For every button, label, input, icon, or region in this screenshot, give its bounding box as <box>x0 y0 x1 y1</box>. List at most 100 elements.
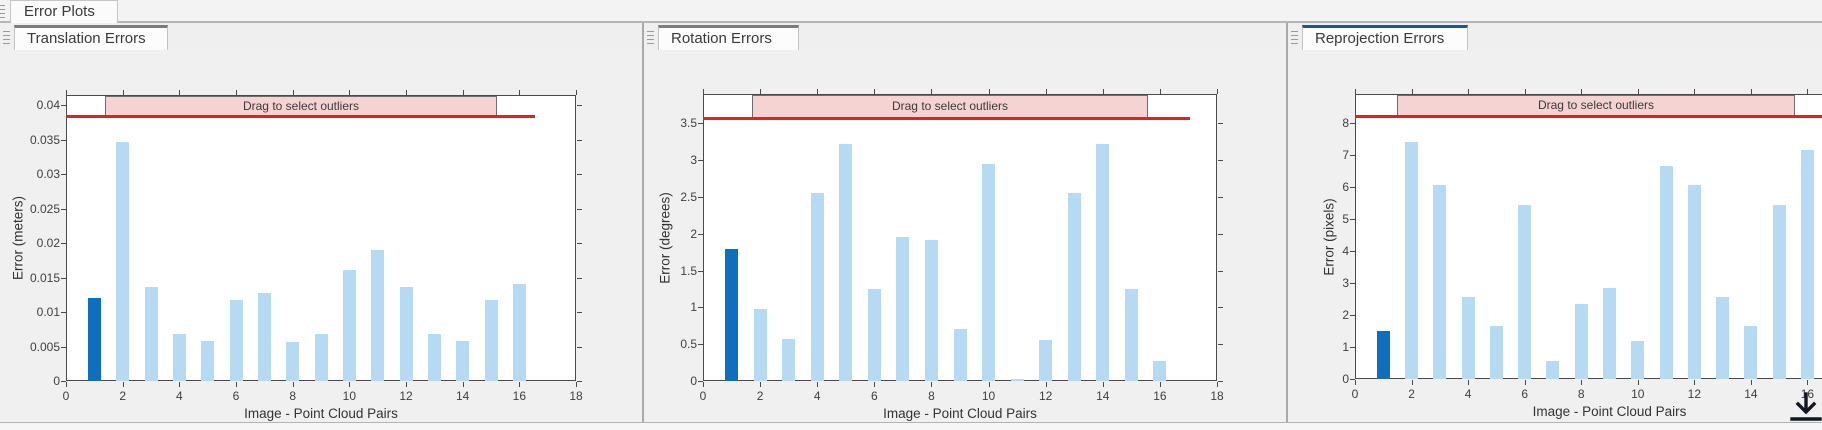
x-tick-label: 8 <box>1577 387 1585 401</box>
error-bar[interactable] <box>1461 297 1475 379</box>
outlier-band-label: Drag to select outliers <box>242 99 360 113</box>
y-axis-tick <box>1218 270 1223 272</box>
error-bar[interactable] <box>1405 142 1419 379</box>
x-axis-tick <box>1355 380 1356 385</box>
error-bar[interactable] <box>867 289 881 381</box>
error-bar[interactable] <box>924 240 938 381</box>
y-axis-tick <box>1350 186 1355 188</box>
x-axis-tick <box>874 89 876 94</box>
x-tick-label: 4 <box>1464 387 1472 401</box>
error-bar[interactable] <box>512 284 526 381</box>
x-axis-tick <box>1694 380 1696 385</box>
error-bar[interactable] <box>896 237 910 381</box>
x-tick-label: 16 <box>1153 389 1167 403</box>
drag-grip-icon[interactable] <box>1291 31 1298 44</box>
outlier-threshold-line[interactable] <box>66 115 535 118</box>
y-tick-label: 0.005 <box>29 339 60 354</box>
tab-translation-errors[interactable]: Translation Errors <box>14 25 168 50</box>
x-tick-label: 4 <box>813 389 821 403</box>
panel-divider[interactable] <box>642 23 644 423</box>
error-bar[interactable] <box>201 341 215 381</box>
error-bar[interactable] <box>1631 341 1645 379</box>
error-bar[interactable] <box>399 287 413 381</box>
y-tick-label: 4 <box>1342 243 1349 258</box>
error-bar[interactable] <box>1546 361 1560 379</box>
x-axis-tick <box>1159 89 1161 94</box>
y-tick-label: 1 <box>690 300 697 315</box>
x-tick-label: 12 <box>1687 387 1702 401</box>
x-axis-tick <box>1750 380 1752 385</box>
error-bar[interactable] <box>484 300 498 381</box>
error-bar[interactable] <box>753 309 767 381</box>
y-tick-label: 0 <box>1342 372 1349 386</box>
error-bar-selected[interactable] <box>725 249 739 381</box>
outlier-selection-band[interactable]: Drag to select outliers <box>1397 95 1795 116</box>
x-axis-tick <box>1581 89 1583 94</box>
error-bar[interactable] <box>1433 185 1447 379</box>
outlier-selection-band[interactable]: Drag to select outliers <box>752 95 1148 118</box>
error-bar[interactable] <box>456 341 470 381</box>
error-bar[interactable] <box>371 250 385 381</box>
drag-grip-icon[interactable] <box>0 5 5 18</box>
outlier-threshold-line[interactable] <box>703 117 1190 120</box>
x-axis-tick <box>1750 89 1752 94</box>
y-axis-tick <box>1350 314 1355 316</box>
error-bar[interactable] <box>953 329 967 381</box>
error-bar-selected[interactable] <box>1376 331 1390 379</box>
y-axis-tick <box>698 344 703 346</box>
error-bar[interactable] <box>427 334 441 381</box>
error-bar[interactable] <box>116 142 130 381</box>
error-bar[interactable] <box>1518 205 1532 379</box>
error-bar[interactable] <box>229 300 243 381</box>
y-tick-label: 1.5 <box>680 263 697 278</box>
download-icon[interactable] <box>1787 392 1822 430</box>
drag-grip-icon[interactable] <box>3 31 10 44</box>
tab-rotation-errors[interactable]: Rotation Errors <box>658 25 799 50</box>
error-bar[interactable] <box>144 287 158 381</box>
error-bar[interactable] <box>982 164 996 381</box>
error-bar[interactable] <box>314 334 328 381</box>
error-bar[interactable] <box>1067 193 1081 381</box>
y-axis-tick <box>1218 160 1223 162</box>
x-axis-tick <box>1807 89 1809 94</box>
error-bar[interactable] <box>782 339 796 381</box>
error-bar[interactable] <box>286 342 300 381</box>
error-bar[interactable] <box>1716 297 1730 379</box>
drag-grip-icon[interactable] <box>647 31 654 44</box>
tab-reprojection-errors[interactable]: Reprojection Errors <box>1302 25 1468 50</box>
error-bar[interactable] <box>810 193 824 381</box>
error-bar[interactable] <box>1010 379 1024 381</box>
x-axis-tick <box>1524 89 1526 94</box>
error-bar[interactable] <box>1772 205 1786 379</box>
error-bar[interactable] <box>1744 326 1758 379</box>
tab-error-plots[interactable]: Error Plots <box>10 0 118 23</box>
panel-rotation-errors: 0 2 4 6 8 10 12 14 16 18 0 0.5 1 1.5 2 2.5 3 3.5 Image - P… <box>644 25 1286 422</box>
error-bar[interactable] <box>1574 304 1588 379</box>
error-bar[interactable] <box>1800 150 1814 379</box>
error-bar[interactable] <box>1153 361 1167 381</box>
error-bar[interactable] <box>1489 326 1503 379</box>
error-bar[interactable] <box>257 293 271 381</box>
x-axis-tick <box>703 382 704 387</box>
error-bar[interactable] <box>839 144 853 381</box>
error-bar[interactable] <box>1096 144 1110 381</box>
y-axis-tick <box>1218 344 1223 346</box>
outlier-selection-band[interactable]: Drag to select outliers <box>105 96 497 116</box>
outlier-threshold-line[interactable] <box>1355 115 1822 118</box>
x-tick-label: 10 <box>1631 387 1645 401</box>
error-bar[interactable] <box>1659 166 1673 379</box>
y-tick-label: 2 <box>690 226 697 241</box>
panel-divider[interactable] <box>1286 23 1288 423</box>
x-tick-label: 6 <box>232 389 240 403</box>
x-axis-label: Image - Point Cloud Pairs <box>244 406 398 421</box>
y-tick-label: 2.5 <box>680 190 697 205</box>
error-bar[interactable] <box>1124 289 1138 381</box>
error-bar[interactable] <box>172 334 186 381</box>
x-axis-tick <box>462 90 464 95</box>
error-bar-selected[interactable] <box>87 298 101 381</box>
error-bar[interactable] <box>1603 288 1616 379</box>
error-bar[interactable] <box>1687 185 1701 379</box>
x-axis-tick <box>988 382 990 387</box>
error-bar[interactable] <box>342 270 356 381</box>
error-bar[interactable] <box>1039 340 1053 381</box>
